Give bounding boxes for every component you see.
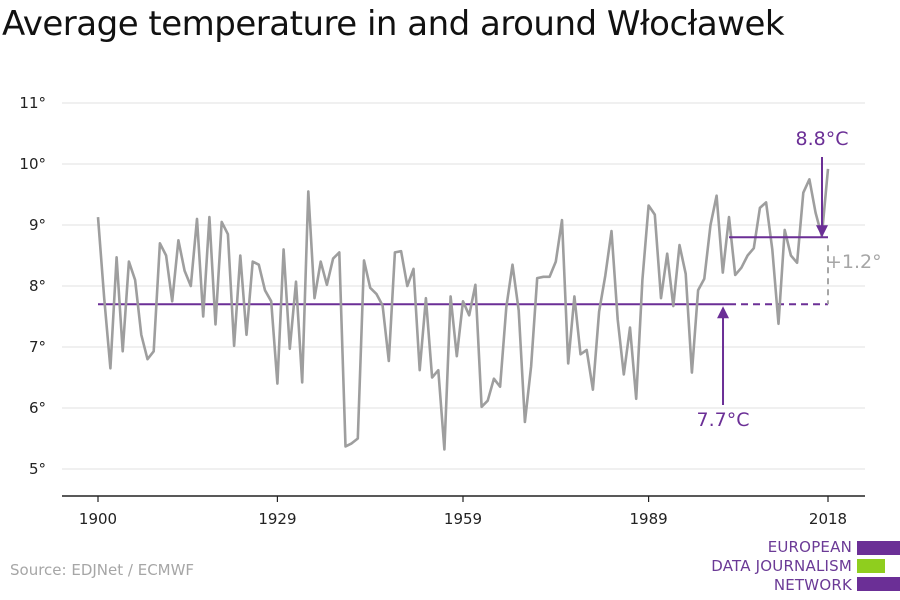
y-tick-label: 5° — [29, 460, 46, 478]
x-tick-label: 1959 — [444, 510, 482, 528]
logo-bar-1 — [857, 541, 900, 555]
logo-bar-2 — [857, 559, 885, 573]
recent-annotation — [717, 157, 829, 405]
logo-text-line-1: EUROPEAN — [767, 538, 852, 556]
source-note: Source: EDJNet / ECMWF — [10, 561, 195, 579]
annotation-labels: 8.8°C 7.7°C +1.2° — [697, 128, 882, 431]
x-axis-ticks: 1900 1929 1959 1989 2018 — [79, 496, 847, 528]
y-tick-label: 10° — [19, 155, 46, 173]
edjnet-logo: EUROPEAN DATA JOURNALISM NETWORK — [700, 538, 900, 596]
y-tick-label: 8° — [29, 277, 46, 295]
recent-value-label: 8.8°C — [796, 128, 849, 150]
y-tick-label: 6° — [29, 399, 46, 417]
baseline-value-label: 7.7°C — [697, 409, 750, 431]
difference-label: +1.2° — [826, 251, 882, 273]
baseline-arrow-head — [717, 306, 730, 319]
y-axis-ticks: 5° 6° 7° 8° 9° 10° 11° — [19, 94, 46, 478]
y-tick-label: 7° — [29, 338, 46, 356]
chart-title: Average temperature in and around Włocła… — [2, 4, 785, 44]
y-tick-label: 9° — [29, 216, 46, 234]
y-tick-label: 11° — [19, 94, 46, 112]
recent-arrow-head — [816, 225, 828, 238]
x-tick-label: 2018 — [809, 510, 847, 528]
x-tick-label: 1900 — [79, 510, 117, 528]
x-tick-label: 1989 — [629, 510, 667, 528]
x-tick-label: 1929 — [258, 510, 296, 528]
logo-bar-3 — [857, 577, 900, 591]
temperature-series-line — [96, 168, 830, 451]
gridlines — [62, 102, 865, 470]
logo-text-line-3: NETWORK — [773, 576, 852, 594]
logo-text-line-2: DATA JOURNALISM — [711, 557, 852, 575]
